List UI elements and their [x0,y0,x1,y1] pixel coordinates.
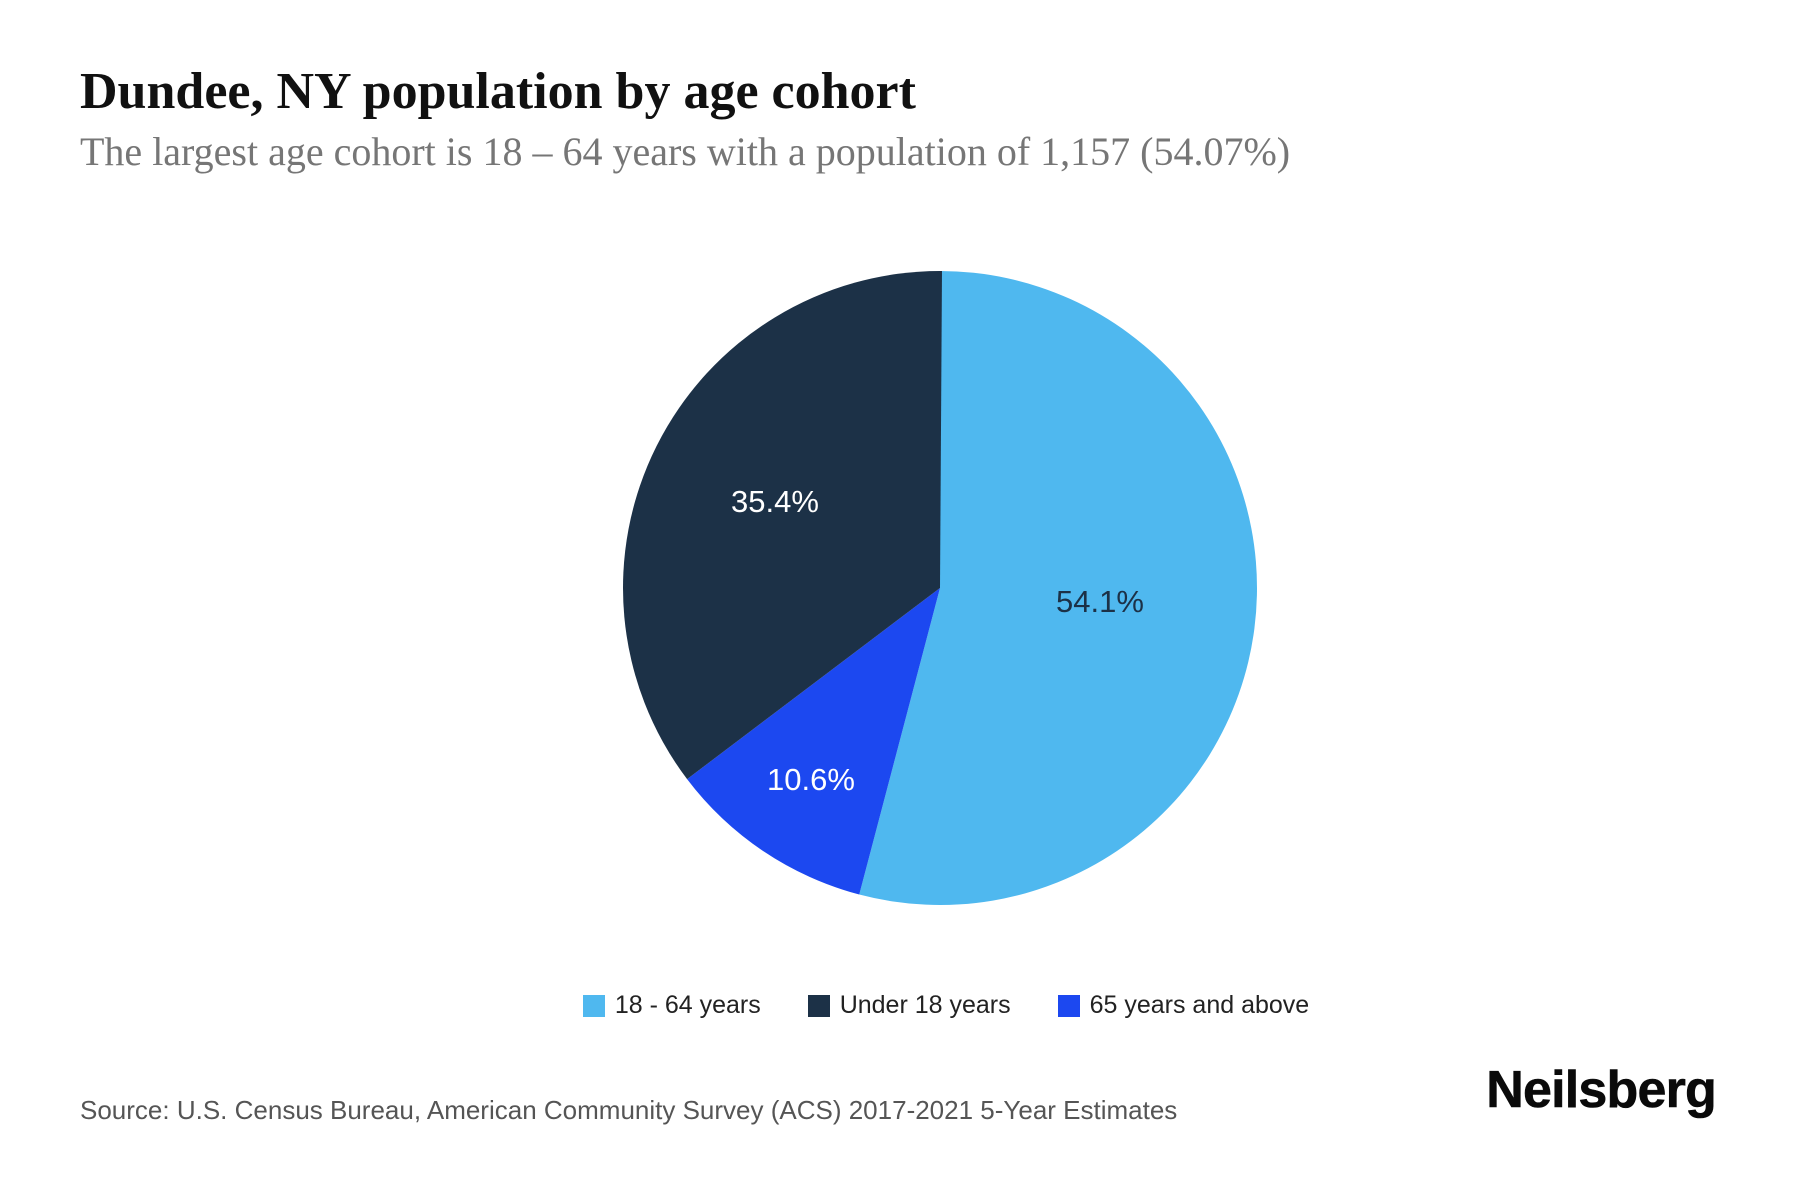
svg-text:35.4%: 35.4% [731,484,819,519]
svg-text:10.6%: 10.6% [767,762,855,797]
svg-text:54.1%: 54.1% [1056,584,1144,619]
